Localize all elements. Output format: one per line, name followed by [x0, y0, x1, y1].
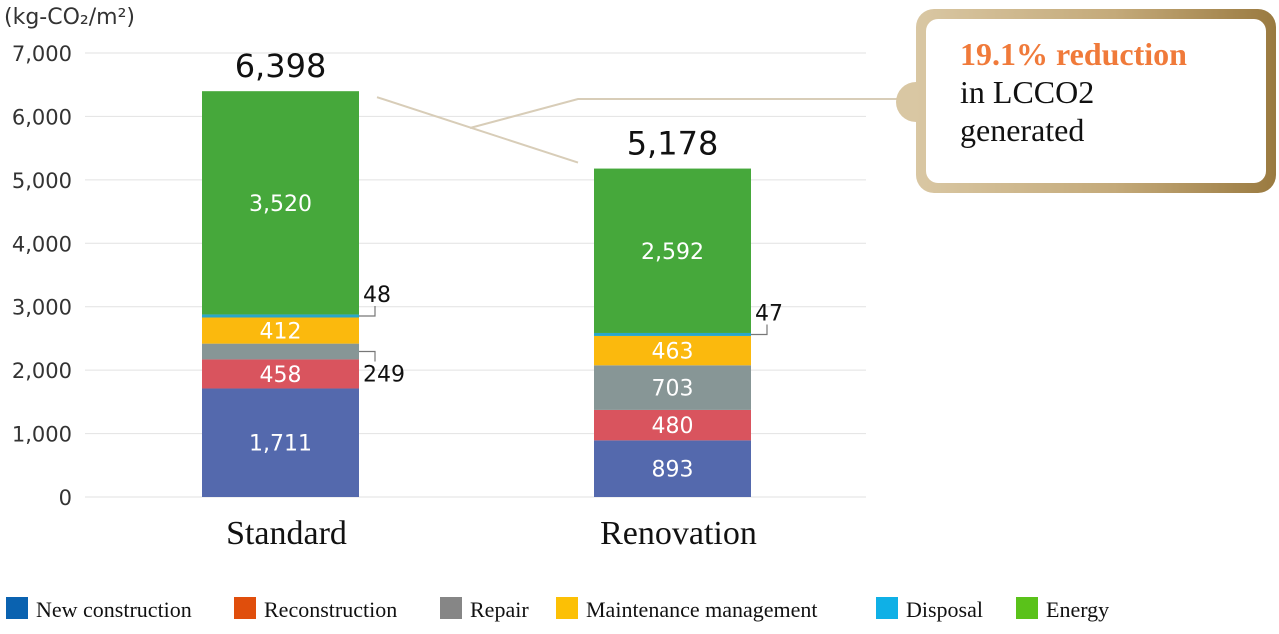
- bar-total-label: 6,398: [235, 47, 327, 85]
- segment-value-label-outside: 249: [363, 363, 405, 388]
- y-tick-label: 6,000: [12, 105, 72, 129]
- callout-text-line-2: generated: [960, 112, 1085, 148]
- bar-total-labels: 6,398 5,178: [235, 47, 719, 162]
- bar-segments: [202, 91, 751, 497]
- bar-segment-repair: [202, 343, 359, 360]
- bar-segment-maintenance-management: [202, 317, 359, 344]
- segment-value-label: 703: [652, 377, 694, 402]
- bar-segment-disposal: [202, 314, 359, 318]
- segment-value-label: 1,711: [249, 432, 312, 457]
- y-tick-label: 2,000: [12, 359, 72, 383]
- leader-line: [359, 350, 376, 362]
- y-tick-label: 7,000: [12, 42, 72, 66]
- leader-line: [751, 324, 768, 336]
- legend-label: Repair: [470, 597, 529, 622]
- bar-segment-energy: [202, 91, 359, 315]
- bar-total-label: 5,178: [627, 125, 719, 163]
- segment-value-label: 458: [260, 363, 302, 388]
- segment-value-label-outside: 48: [363, 283, 391, 308]
- y-tick-label: 0: [59, 486, 72, 510]
- y-tick-labels: 0 1,000 2,000 3,000 4,000 5,000 6,000 7,000: [12, 42, 72, 510]
- reduction-connector-lines: [376, 96, 900, 164]
- y-axis-unit-label: (kg-CO₂/m²): [4, 5, 135, 30]
- segment-value-labels: 1,711 458 249 412 48 3,520 893 480 703 463 47 2,592: [249, 192, 783, 483]
- legend-item-reconstruction: Reconstruction: [234, 597, 397, 622]
- bar-segment-energy: [594, 168, 751, 333]
- legend-item-maintenance-management: Maintenance management: [556, 597, 818, 622]
- legend: New construction Reconstruction Repair Main…: [6, 597, 1109, 622]
- legend-item-new-construction: New construction: [6, 597, 192, 622]
- x-category-labels: Standard Renovation: [226, 515, 757, 552]
- legend-swatch: [6, 597, 28, 619]
- segment-value-label: 412: [260, 320, 302, 345]
- connector-line-diagonal: [376, 96, 579, 164]
- segment-value-label: 463: [652, 340, 694, 365]
- bar-segment-repair: [594, 365, 751, 410]
- y-tick-label: 3,000: [12, 296, 72, 320]
- bar-segment-disposal: [594, 332, 751, 336]
- y-tick-label: 5,000: [12, 169, 72, 193]
- legend-item-energy: Energy: [1016, 597, 1109, 622]
- legend-label: Disposal: [906, 597, 983, 622]
- callout-content: 19.1% reduction in LCCO2 generated: [926, 19, 1266, 183]
- legend-swatch: [556, 597, 578, 619]
- callout-text-line-1: in LCCO2: [960, 74, 1095, 110]
- legend-swatch: [234, 597, 256, 619]
- bar-segment-reconstruction: [202, 359, 359, 389]
- y-tick-label: 1,000: [12, 423, 72, 447]
- bar-segment-new-construction: [594, 440, 751, 497]
- legend-label: New construction: [36, 597, 192, 622]
- bar-segment-maintenance-management: [594, 335, 751, 366]
- legend-swatch: [1016, 597, 1038, 619]
- leader-line: [359, 305, 376, 317]
- x-category-label: Standard: [226, 515, 347, 552]
- legend-swatch: [440, 597, 462, 619]
- segment-value-label: 480: [652, 414, 694, 439]
- segment-value-label: 2,592: [641, 240, 704, 265]
- segment-value-label: 3,520: [249, 192, 312, 217]
- reduction-callout: 19.1% reduction in LCCO2 generated: [916, 9, 1276, 193]
- legend-label: Maintenance management: [586, 597, 818, 622]
- segment-value-label: 893: [652, 458, 694, 483]
- x-category-label: Renovation: [600, 515, 757, 552]
- segment-value-label-outside: 47: [755, 301, 783, 326]
- legend-swatch: [876, 597, 898, 619]
- legend-label: Energy: [1046, 597, 1109, 622]
- y-tick-label: 4,000: [12, 232, 72, 256]
- callout-highlight-text: 19.1% reduction: [960, 36, 1187, 72]
- bar-segment-reconstruction: [594, 409, 751, 441]
- bar-segment-new-construction: [202, 388, 359, 497]
- legend-label: Reconstruction: [264, 597, 397, 622]
- connector-line-to-callout: [469, 98, 900, 129]
- legend-item-repair: Repair: [440, 597, 529, 622]
- legend-item-disposal: Disposal: [876, 597, 983, 622]
